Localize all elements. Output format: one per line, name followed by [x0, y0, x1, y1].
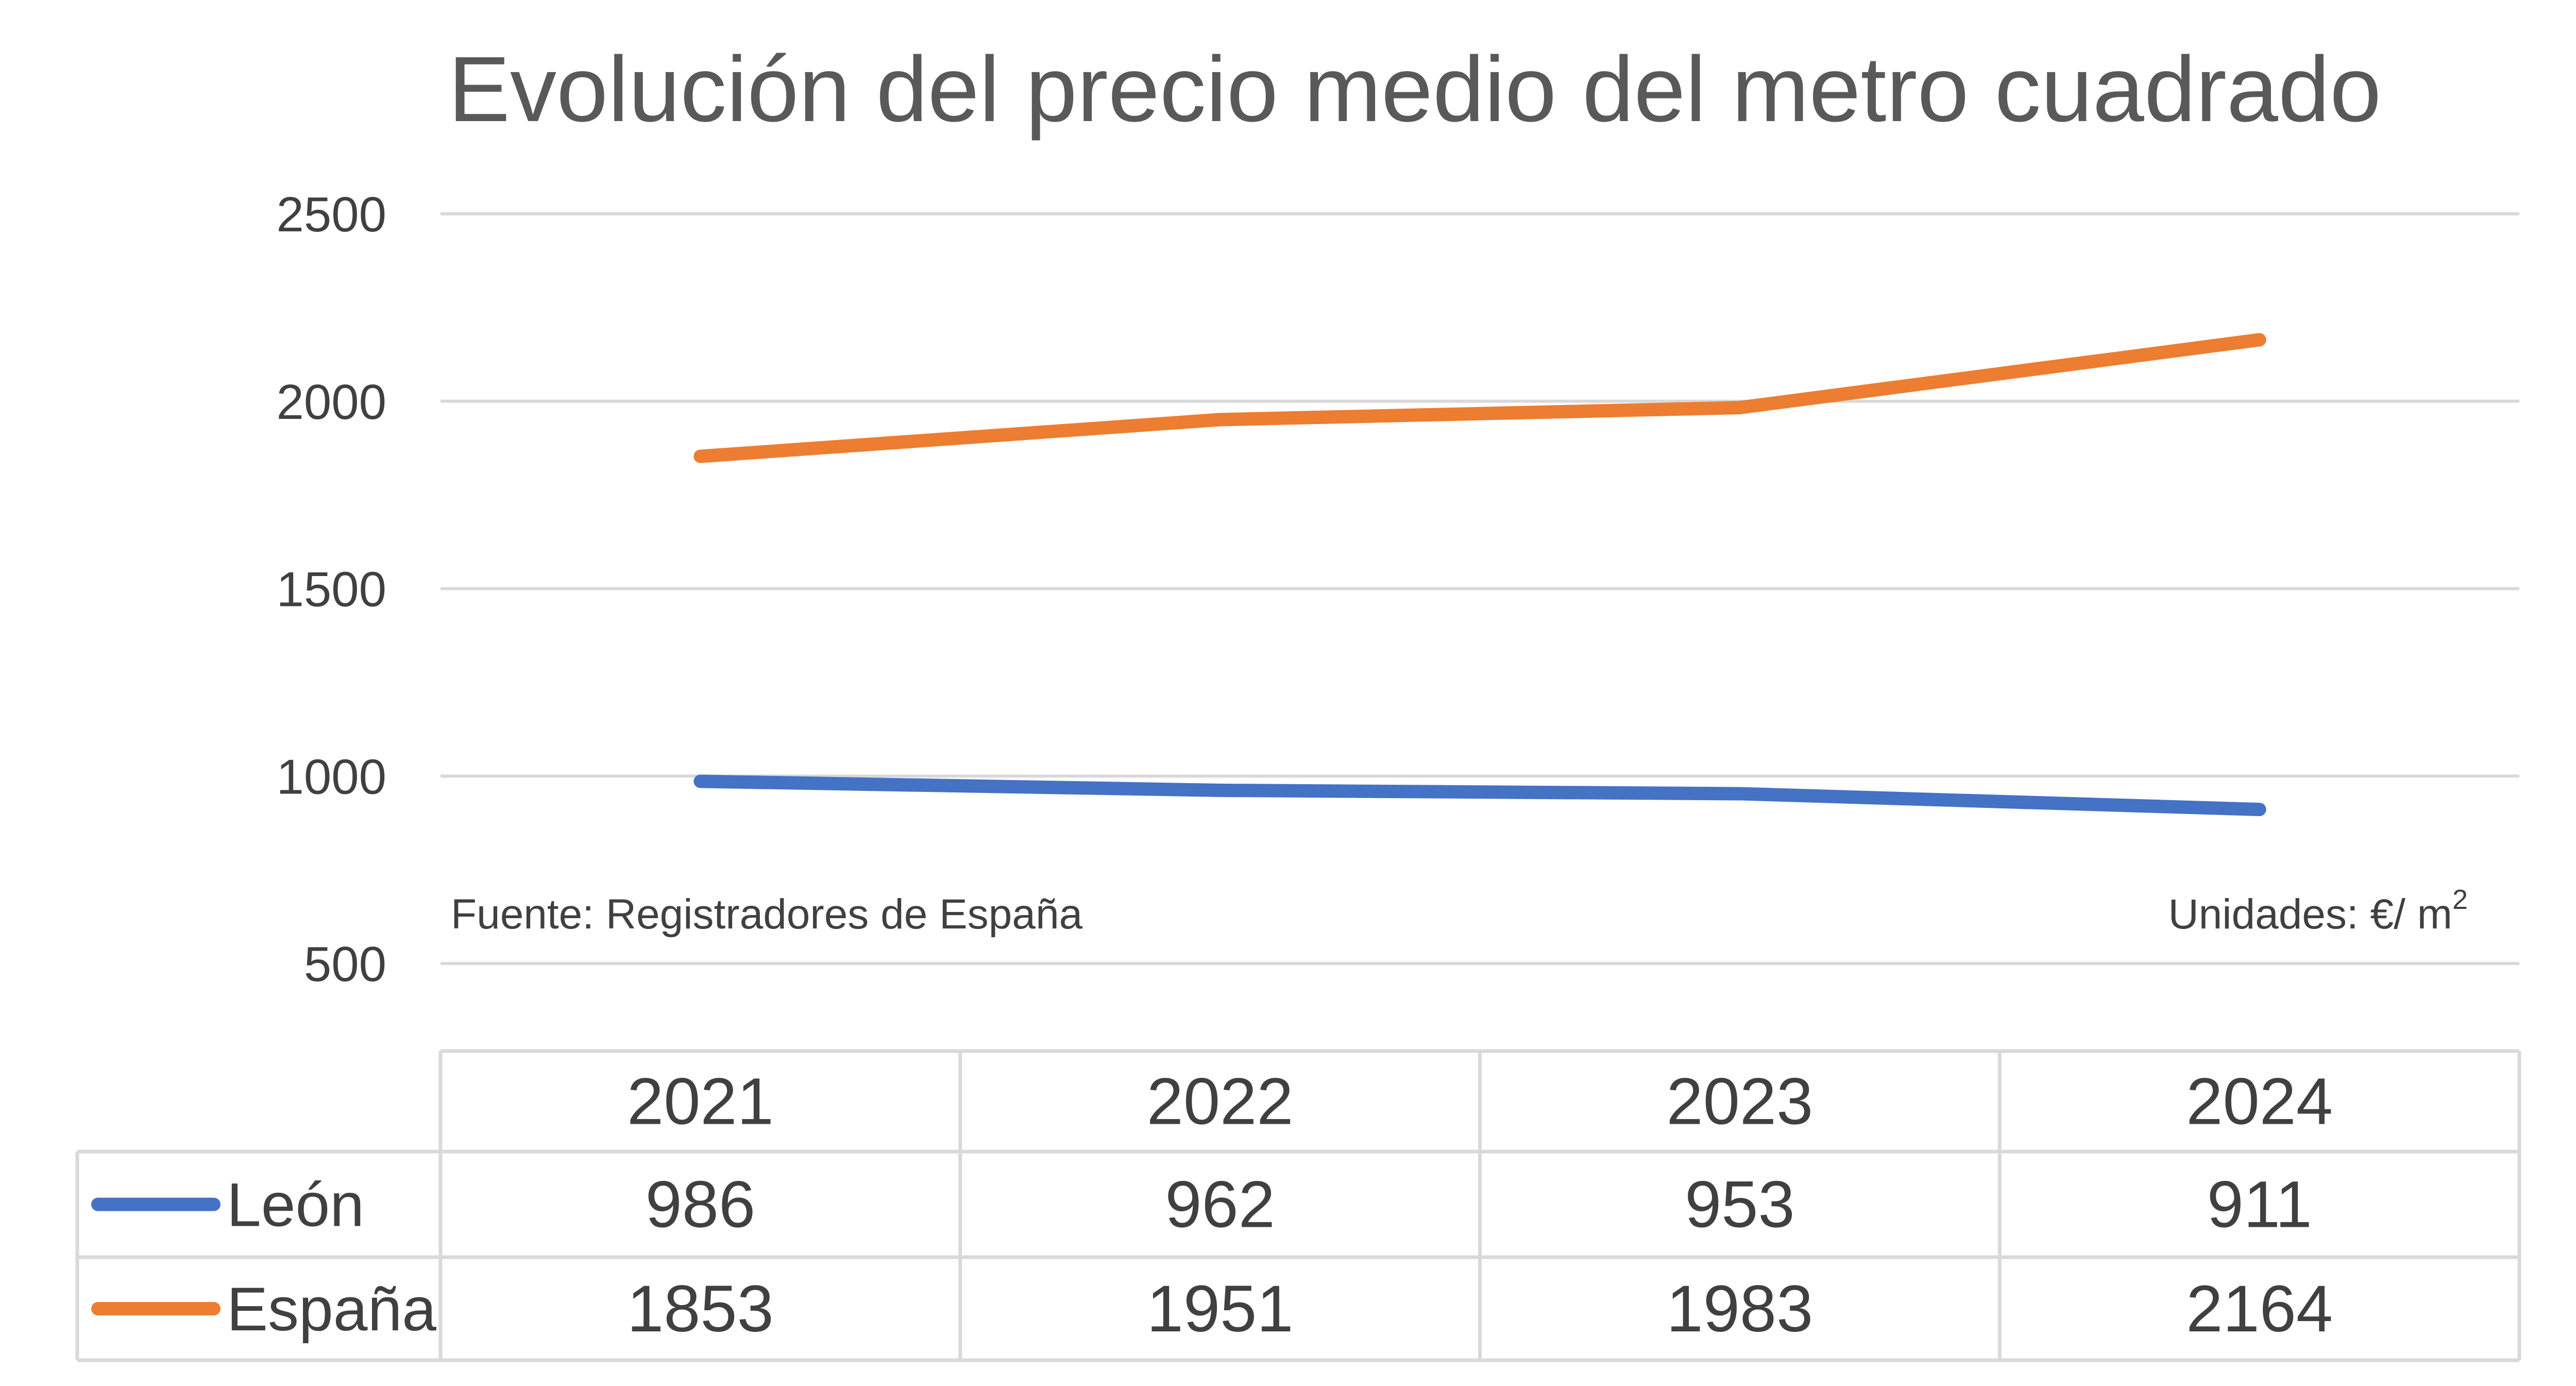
- y-tick-label-500: 500: [304, 937, 386, 992]
- legend-label-espana: España: [227, 1275, 436, 1344]
- y-tick-label-1500: 1500: [276, 562, 386, 617]
- series-line-espana: [693, 333, 2266, 463]
- y-tick-label-1000: 1000: [276, 749, 386, 804]
- table-cell-leon-2023: 953: [1685, 1168, 1795, 1242]
- table-header-2022: 2022: [1147, 1065, 1294, 1139]
- units-note-superscript: 2: [2452, 884, 2468, 915]
- table-header-2023: 2023: [1667, 1065, 1814, 1139]
- data-table: 2021 2022 2023 2024 León 986 962 953 911 España 18…: [75, 1049, 2521, 1362]
- table-cell-espana-2023: 1983: [1667, 1272, 1814, 1346]
- table-cell-espana-2021: 1853: [627, 1272, 774, 1346]
- source-note: Fuente: Registradores de España: [451, 891, 1083, 938]
- legend-label-leon: León: [227, 1171, 364, 1240]
- grid-lines: [440, 212, 2519, 965]
- y-axis-ticks: 2500 2000 1500 1000 500: [276, 187, 386, 992]
- series-line-leon: [693, 774, 2266, 816]
- table-header-2024: 2024: [2186, 1065, 2333, 1139]
- series-lines: [693, 333, 2266, 816]
- units-note-text: Unidades: €/ m: [2168, 891, 2452, 938]
- table-cell-leon-2024: 911: [2207, 1168, 2312, 1242]
- table-cell-leon-2022: 962: [1165, 1168, 1275, 1242]
- y-tick-label-2000: 2000: [276, 375, 386, 430]
- table-cell-leon-2021: 986: [646, 1168, 756, 1242]
- table-header-2021: 2021: [627, 1065, 774, 1139]
- chart-title: Evolución del precio medio del metro cua…: [448, 38, 2381, 141]
- y-tick-label-2500: 2500: [276, 187, 386, 242]
- units-note: Unidades: €/ m2: [2168, 884, 2468, 938]
- table-cell-espana-2022: 1951: [1147, 1272, 1294, 1346]
- table-cell-espana-2024: 2164: [2186, 1272, 2333, 1346]
